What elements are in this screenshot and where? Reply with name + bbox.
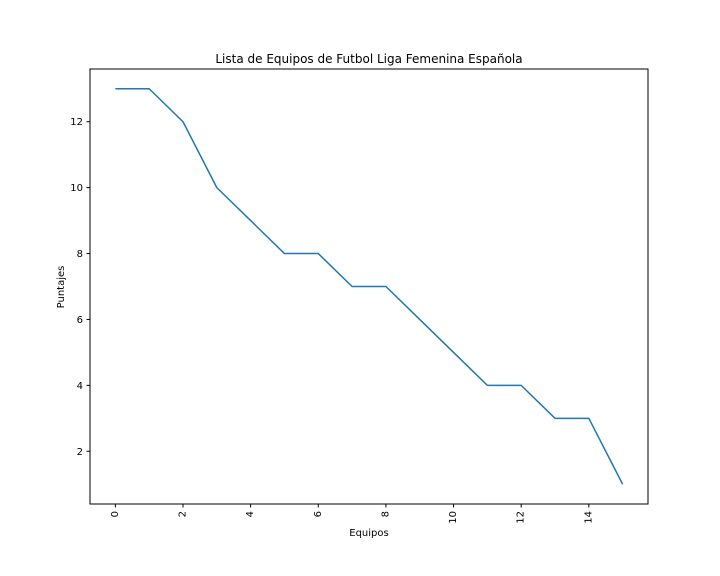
chart-title: Lista de Equipos de Futbol Liga Femenina… [215, 52, 522, 66]
y-tick-label: 4 [77, 381, 83, 392]
x-axis-label: Equipos [349, 528, 388, 539]
series-line-0 [115, 88, 624, 485]
y-tick-label: 2 [77, 447, 83, 458]
plot-area: 0 2 4 6 8 10 12 14 2 4 6 8 10 12 [70, 88, 624, 524]
x-tick-label: 8 [380, 511, 391, 517]
y-tick-label: 6 [77, 315, 83, 326]
x-tick-label: 10 [448, 511, 459, 524]
x-tick-label: 12 [516, 511, 527, 524]
y-tick-label: 8 [77, 249, 83, 260]
x-tick-label: 4 [245, 511, 256, 517]
y-tick-label: 10 [70, 183, 83, 194]
x-tick-label: 2 [178, 511, 189, 517]
x-tick-label: 0 [110, 511, 121, 517]
plot-frame [89, 68, 649, 505]
x-tick-label: 14 [583, 511, 594, 524]
y-tick-label: 12 [70, 117, 83, 128]
y-axis-label: Puntajes [56, 266, 67, 309]
x-tick-label: 6 [313, 511, 324, 517]
